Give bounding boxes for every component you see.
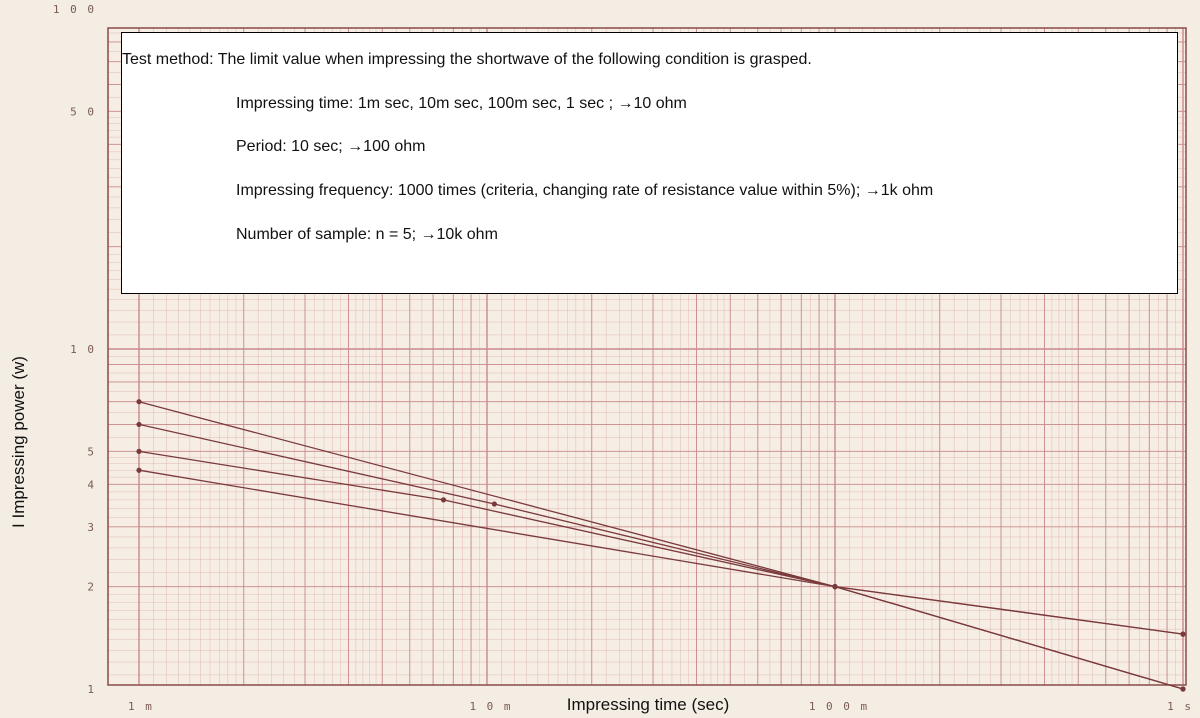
data-point bbox=[491, 501, 497, 507]
x-tick-label: 1 s bbox=[1167, 700, 1193, 713]
y-tick-label: 5 bbox=[87, 445, 96, 458]
y-tick-label: 1 0 bbox=[70, 343, 96, 356]
y-tick-label: 5 0 bbox=[70, 105, 96, 118]
y-axis-label: I Impressing power (w) bbox=[9, 356, 28, 528]
x-tick-label: 1 m bbox=[128, 700, 154, 713]
data-point bbox=[136, 448, 142, 454]
data-point bbox=[136, 467, 142, 473]
test-method-note: Test method: The limit value when impres… bbox=[121, 32, 1178, 294]
y-tick-label: 4 bbox=[87, 478, 96, 491]
note-line-period: Period: 10 sec; →100 ohm bbox=[236, 138, 426, 155]
x-axis-label: Impressing time (sec) bbox=[567, 695, 729, 714]
y-tick-label: 2 bbox=[87, 581, 96, 594]
points-layer bbox=[136, 399, 1186, 692]
data-point bbox=[440, 497, 447, 503]
note-line-impressing-frequency: Impressing frequency: 1000 times (criter… bbox=[236, 182, 934, 199]
y-tick-label: 1 0 0 bbox=[53, 3, 96, 16]
y-tick-label: 1 bbox=[87, 683, 96, 696]
plot-frame bbox=[107, 27, 1187, 686]
data-point bbox=[1180, 631, 1186, 637]
data-point bbox=[1180, 686, 1186, 692]
x-tick-labels: 1 m 1 0 m 1 0 0 m 1 s bbox=[128, 700, 1193, 713]
x-tick-label: 1 0 0 m bbox=[809, 700, 869, 713]
note-title: Test method: The limit value when impres… bbox=[122, 51, 812, 68]
note-line-impressing-time: Impressing time: 1m sec, 10m sec, 100m s… bbox=[236, 95, 687, 112]
note-line-number-of-sample: Number of sample: n = 5; →10k ohm bbox=[236, 226, 498, 243]
data-point bbox=[832, 584, 838, 590]
x-tick-label: 1 0 m bbox=[469, 700, 512, 713]
y-tick-labels: 1 0 0 5 0 1 0 5 4 3 2 1 bbox=[53, 3, 96, 696]
series-line-2 bbox=[138, 423, 1184, 690]
data-point bbox=[136, 421, 142, 428]
y-tick-label: 3 bbox=[87, 521, 96, 534]
data-point bbox=[136, 399, 142, 405]
